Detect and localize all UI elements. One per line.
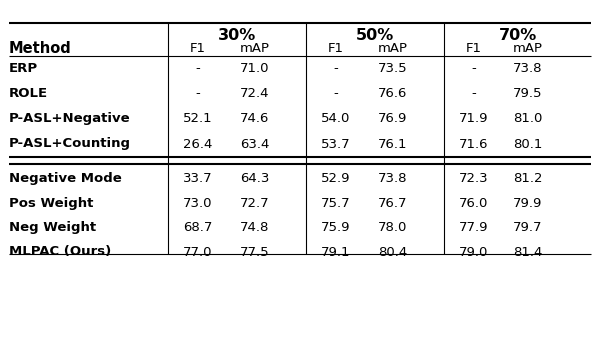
Text: -: -	[196, 87, 200, 100]
Text: Neg Weight: Neg Weight	[9, 221, 96, 234]
Text: 73.8: 73.8	[378, 172, 408, 185]
Text: 71.6: 71.6	[459, 138, 489, 150]
Text: Negative Mode: Negative Mode	[9, 172, 122, 185]
Text: 76.1: 76.1	[378, 138, 408, 150]
Text: ROLE: ROLE	[9, 87, 48, 100]
Text: 72.3: 72.3	[459, 172, 489, 185]
Text: 52.1: 52.1	[183, 112, 213, 125]
Text: 54.0: 54.0	[322, 112, 350, 125]
Text: 30%: 30%	[218, 28, 256, 44]
Text: MLPAC (Ours): MLPAC (Ours)	[9, 246, 111, 258]
Text: 77.0: 77.0	[183, 246, 213, 258]
Text: 76.7: 76.7	[378, 197, 408, 210]
Text: 77.5: 77.5	[240, 246, 270, 258]
Text: 64.3: 64.3	[241, 172, 269, 185]
Text: P-ASL+Counting: P-ASL+Counting	[9, 138, 131, 150]
Text: 76.9: 76.9	[379, 112, 407, 125]
Text: 68.7: 68.7	[184, 221, 212, 234]
Text: 80.4: 80.4	[379, 246, 407, 258]
Text: 79.9: 79.9	[514, 197, 542, 210]
Text: 80.1: 80.1	[514, 138, 542, 150]
Text: 81.0: 81.0	[514, 112, 542, 125]
Text: mAP: mAP	[378, 42, 408, 55]
Text: 72.4: 72.4	[240, 87, 270, 100]
Text: F1: F1	[328, 42, 344, 55]
Text: Method: Method	[9, 41, 72, 56]
Text: -: -	[196, 62, 200, 75]
Text: -: -	[472, 87, 476, 100]
Text: 52.9: 52.9	[321, 172, 351, 185]
Text: -: -	[472, 62, 476, 75]
Text: 73.0: 73.0	[183, 197, 213, 210]
Text: 63.4: 63.4	[241, 138, 269, 150]
Text: 73.8: 73.8	[513, 62, 543, 75]
Text: 81.2: 81.2	[513, 172, 543, 185]
Text: 79.1: 79.1	[321, 246, 351, 258]
Text: Pos Weight: Pos Weight	[9, 197, 94, 210]
Text: 50%: 50%	[356, 28, 394, 44]
Text: 74.6: 74.6	[241, 112, 269, 125]
Text: 33.7: 33.7	[183, 172, 213, 185]
Text: 78.0: 78.0	[379, 221, 407, 234]
Text: 26.4: 26.4	[184, 138, 212, 150]
Text: 76.6: 76.6	[379, 87, 407, 100]
Text: 76.0: 76.0	[460, 197, 488, 210]
Text: 77.9: 77.9	[459, 221, 489, 234]
Text: 79.5: 79.5	[513, 87, 543, 100]
Text: -: -	[334, 87, 338, 100]
Text: 71.0: 71.0	[240, 62, 270, 75]
Text: 81.4: 81.4	[514, 246, 542, 258]
Text: 70%: 70%	[499, 28, 536, 44]
Text: 75.9: 75.9	[321, 221, 351, 234]
Text: -: -	[334, 62, 338, 75]
Text: 71.9: 71.9	[459, 112, 489, 125]
Text: 79.7: 79.7	[513, 221, 543, 234]
Text: mAP: mAP	[513, 42, 543, 55]
Text: ERP: ERP	[9, 62, 38, 75]
Text: mAP: mAP	[240, 42, 270, 55]
Text: 74.8: 74.8	[241, 221, 269, 234]
Text: 73.5: 73.5	[378, 62, 408, 75]
Text: 75.7: 75.7	[321, 197, 351, 210]
Text: 72.7: 72.7	[240, 197, 270, 210]
Text: P-ASL+Negative: P-ASL+Negative	[9, 112, 131, 125]
Text: 53.7: 53.7	[321, 138, 351, 150]
Text: F1: F1	[466, 42, 482, 55]
Text: 79.0: 79.0	[460, 246, 488, 258]
Text: F1: F1	[190, 42, 206, 55]
